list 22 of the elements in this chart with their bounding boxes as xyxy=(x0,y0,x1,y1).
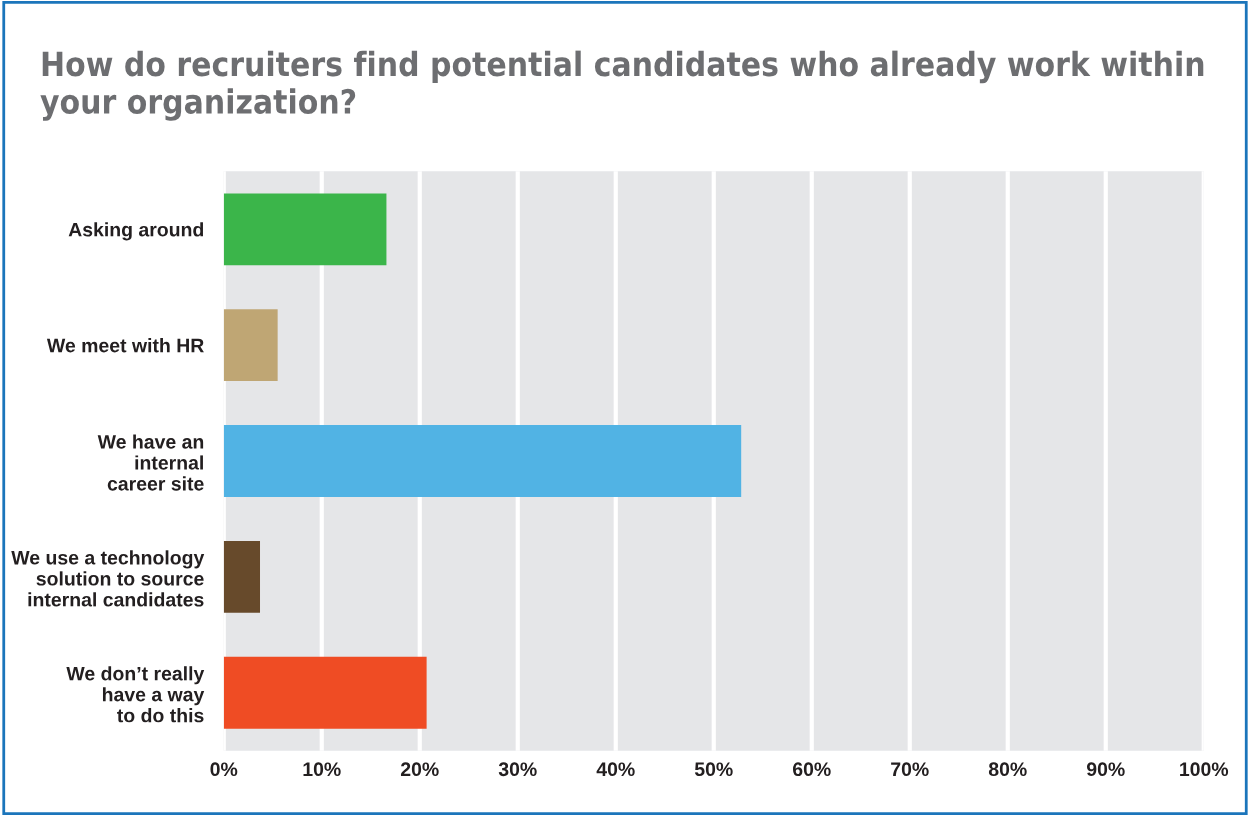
bar xyxy=(223,309,278,382)
chart-title: How do recruiters find potential candidates who already work within your organization? xyxy=(40,50,1204,121)
x-tick-label: 40% xyxy=(596,762,635,777)
x-tick-label: 90% xyxy=(1086,762,1125,777)
y-tick-label: We meet with HR xyxy=(46,338,204,353)
x-tick-label: 100% xyxy=(1180,762,1229,777)
x-tick-label: 30% xyxy=(498,762,537,777)
x-tick-label: 60% xyxy=(793,762,831,777)
bar xyxy=(223,425,742,497)
x-tick-label: 70% xyxy=(891,762,929,777)
x-tick-label: 0% xyxy=(210,762,238,777)
bar xyxy=(223,540,261,613)
x-tick-label: 20% xyxy=(400,762,439,777)
y-tick-label: We use a technology solution to source internal candidates xyxy=(11,550,205,607)
y-tick-label: We don’t really have a way to do this xyxy=(66,666,205,723)
bar xyxy=(223,193,387,266)
bar xyxy=(223,656,427,729)
x-tick-label: 10% xyxy=(303,762,341,777)
x-tick-label: 80% xyxy=(988,762,1027,777)
x-tick-label: 50% xyxy=(694,762,733,777)
y-tick-label: We have an internal career site xyxy=(97,434,204,491)
y-tick-label: Asking around xyxy=(68,222,204,241)
